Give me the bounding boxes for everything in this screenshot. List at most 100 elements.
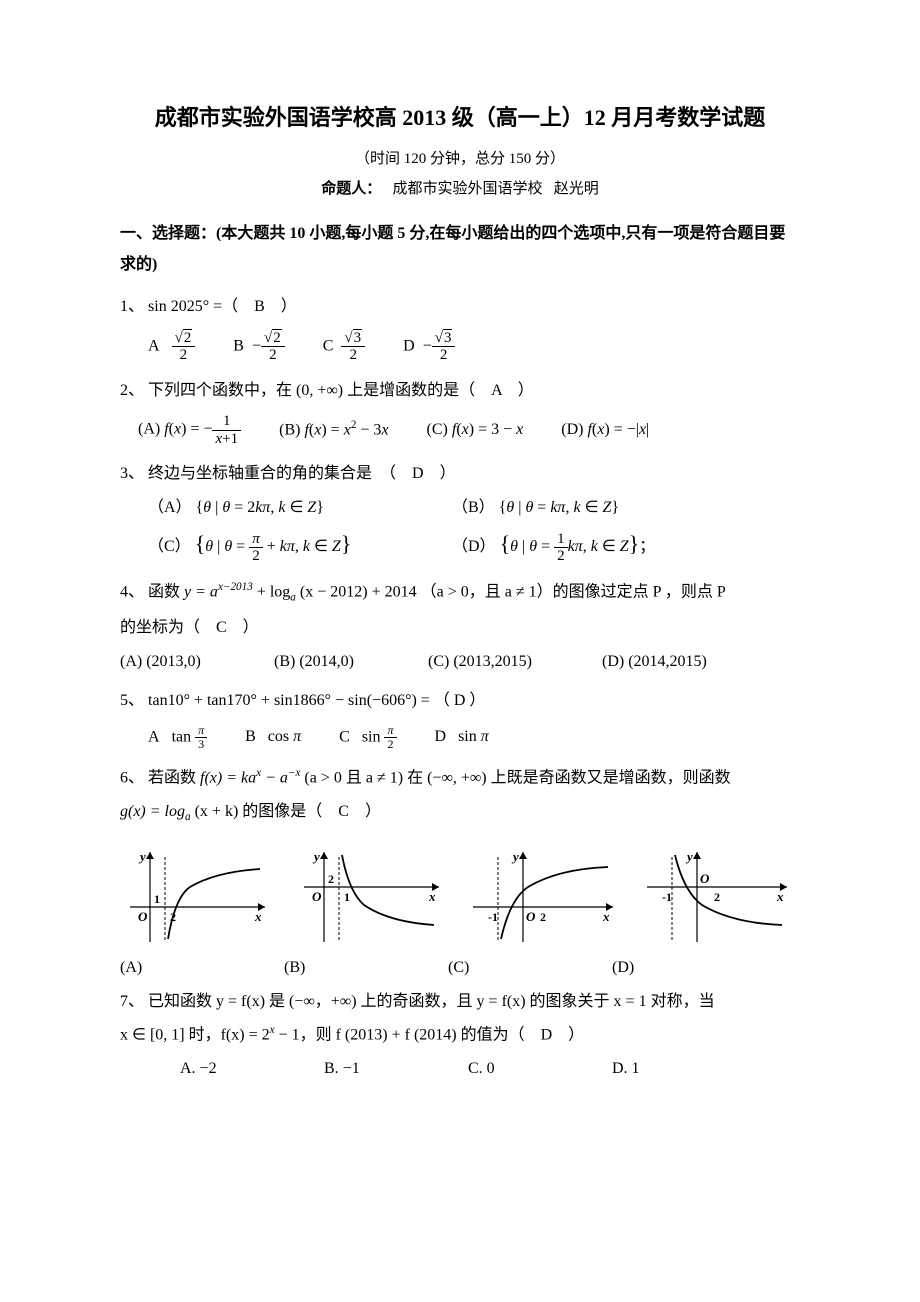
q2-stem-pre: 下列四个函数中，在 <box>148 382 292 399</box>
svg-text:-1: -1 <box>488 910 498 924</box>
question-7: 7、 已知函数 y = f(x) 是 (−∞，+∞) 上的奇函数，且 y = f… <box>120 989 800 1015</box>
q6-label-D: (D) <box>612 955 772 981</box>
q5-opt-D: D sin π <box>435 724 489 750</box>
q6-minus: − a <box>265 770 288 787</box>
svg-text:O: O <box>526 909 536 924</box>
q5-num: 5、 <box>120 692 144 709</box>
q1-opt-C: C <box>323 337 334 354</box>
author-name: 赵光明 <box>554 181 599 197</box>
q4-y: y = a <box>184 583 218 600</box>
q7-opt-C: C. 0 <box>468 1056 608 1082</box>
q7-opt-B: B. −1 <box>324 1056 464 1082</box>
q2-opt-C: (C) f(x) = 3 − x <box>427 417 524 443</box>
q4-sub: a <box>290 591 296 603</box>
q4-exp: x−2013 <box>218 581 253 593</box>
q4-opt-C: (C) (2013,2015) <box>428 649 598 675</box>
q6-gx: g(x) = log <box>120 803 185 820</box>
q3-row1: （A） {θ | θ = 2kπ, k ∈ Z} （B） {θ | θ = kπ… <box>148 495 800 521</box>
q7-line1: 已知函数 y = f(x) 是 (−∞，+∞) 上的奇函数，且 y = f(x)… <box>148 993 715 1010</box>
q4-opt-A: (A) (2013,0) <box>120 649 270 675</box>
page-title: 成都市实验外国语学校高 2013 级（高一上）12 月月考数学试题 <box>120 100 800 135</box>
q1-num: 1、 <box>120 298 144 315</box>
q4-arg: (x − 2012) + 2014 <box>300 583 417 600</box>
author-label: 命题人： <box>321 181 381 197</box>
q4-opt-B: (B) (2014,0) <box>274 649 424 675</box>
svg-text:-1: -1 <box>662 890 672 904</box>
q6-cond: (a > 0 且 a ≠ 1) 在 (−∞, +∞) 上既是奇函数又是增函数，则… <box>304 770 730 787</box>
q7-options: A. −2 B. −1 C. 0 D. 1 <box>180 1056 800 1082</box>
graph-A: O 1 2 x y <box>120 847 270 947</box>
svg-text:O: O <box>138 909 148 924</box>
q7-l2-post: − 1，则 f (2013) + f (2014) 的值为（ D ） <box>279 1027 585 1044</box>
question-6: 6、 若函数 f(x) = kax − a−x (a > 0 且 a ≠ 1) … <box>120 765 800 791</box>
q1-opt-B: B <box>233 337 244 354</box>
q6-line2: g(x) = loga (x + k) 的图像是（ C ） <box>120 799 800 827</box>
q6-sub: a <box>185 811 191 823</box>
q3-opt-D: （D） {θ | θ = 12kπ, k ∈ Z}； <box>452 526 752 564</box>
svg-text:2: 2 <box>540 910 546 924</box>
q5-opt-B: B cos π <box>245 724 301 750</box>
question-5: 5、 tan10° + tan170° + sin1866° − sin(−60… <box>120 688 800 714</box>
svg-text:2: 2 <box>328 872 334 886</box>
q1-opt-D: D <box>403 337 415 354</box>
section-1-heading: 一、选择题：(本大题共 10 小题,每小题 5 分,在每小题给出的四个选项中,只… <box>120 219 800 280</box>
svg-text:x: x <box>602 909 610 924</box>
q1-options: A √22 B −√22 C √32 D −√32 <box>148 330 800 364</box>
graph-D: O -1 2 x y <box>642 847 792 947</box>
q6-pre: 若函数 <box>148 770 200 787</box>
question-4: 4、 函数 y = ax−2013 + loga (x − 2012) + 20… <box>120 579 800 607</box>
exam-meta: （时间 120 分钟，总分 150 分） <box>120 147 800 171</box>
svg-text:O: O <box>312 889 322 904</box>
q4-line2: 的坐标为（ C ） <box>120 615 800 641</box>
q7-opt-D: D. 1 <box>612 1056 752 1082</box>
q4-num: 4、 <box>120 583 144 600</box>
q6-graph-labels: (A) (B) (C) (D) <box>120 955 800 981</box>
q6-sup1: x <box>256 767 261 779</box>
author-school: 成都市实验外国语学校 <box>392 181 542 197</box>
q2-domain: (0, +∞) <box>296 382 343 399</box>
q5-options: A tan π3 B cos π C sin π2 D sin π <box>148 724 800 751</box>
q6-sup2: −x <box>288 767 301 779</box>
q6-label-A: (A) <box>120 955 280 981</box>
svg-text:y: y <box>312 849 320 864</box>
graph-C: O -1 2 x y <box>468 847 618 947</box>
svg-text:x: x <box>254 909 262 924</box>
q6-graphs: O 1 2 x y O 2 1 x y O -1 2 x y <box>120 847 800 947</box>
q4-pre: 函数 <box>148 583 184 600</box>
question-1: 1、 sin 2025° =（ B ） <box>120 294 800 320</box>
q1-opt-A: A <box>148 337 160 354</box>
q7-num: 7、 <box>120 993 144 1010</box>
q3-opt-A: （A） {θ | θ = 2kπ, k ∈ Z} <box>148 495 448 521</box>
q7-sup: x <box>270 1024 275 1036</box>
q2-opt-A: (A) f(x) = −1x+1 <box>138 413 241 447</box>
graph-B: O 2 1 x y <box>294 847 444 947</box>
q4-cond: （a > 0，且 a ≠ 1）的图像过定点 P ，则点 P <box>421 583 726 600</box>
q2-stem-post: 上是增函数的是（ A ） <box>347 382 534 399</box>
q6-num: 6、 <box>120 770 144 787</box>
svg-text:1: 1 <box>154 892 160 906</box>
svg-text:x: x <box>428 889 436 904</box>
q7-l2-pre: x ∈ [0, 1] 时，f(x) = 2 <box>120 1027 270 1044</box>
author-line: 命题人： 成都市实验外国语学校 赵光明 <box>120 177 800 201</box>
svg-text:1: 1 <box>344 890 350 904</box>
q1-stem: sin 2025° =（ B ） <box>148 298 297 315</box>
q2-options: (A) f(x) = −1x+1 (B) f(x) = x2 − 3x (C) … <box>138 413 800 447</box>
q3-opt-C: （C） {θ | θ = π2 + kπ, k ∈ Z} <box>148 526 448 564</box>
q6-label-B: (B) <box>284 955 444 981</box>
svg-text:y: y <box>138 849 146 864</box>
question-2: 2、 下列四个函数中，在 (0, +∞) 上是增函数的是（ A ） <box>120 378 800 404</box>
svg-text:2: 2 <box>170 910 176 924</box>
q5-stem: tan10° + tan170° + sin1866° − sin(−606°)… <box>148 692 485 709</box>
q6-fx: f(x) = ka <box>200 770 256 787</box>
q6-label-C: (C) <box>448 955 608 981</box>
q7-line2: x ∈ [0, 1] 时，f(x) = 2x − 1，则 f (2013) + … <box>120 1022 800 1048</box>
q3-num: 3、 <box>120 465 144 482</box>
question-3: 3、 终边与坐标轴重合的角的集合是 （ D ） <box>120 461 800 487</box>
q5-opt-C: C sin π2 <box>339 724 396 751</box>
q3-row2: （C） {θ | θ = π2 + kπ, k ∈ Z} （D） {θ | θ … <box>148 526 800 564</box>
q2-opt-B: (B) f(x) = x2 − 3x <box>279 417 388 443</box>
svg-text:O: O <box>700 871 710 886</box>
q4-opt-D: (D) (2014,2015) <box>602 649 752 675</box>
svg-text:y: y <box>685 849 693 864</box>
q3-stem: 终边与坐标轴重合的角的集合是 （ D ） <box>148 465 456 482</box>
